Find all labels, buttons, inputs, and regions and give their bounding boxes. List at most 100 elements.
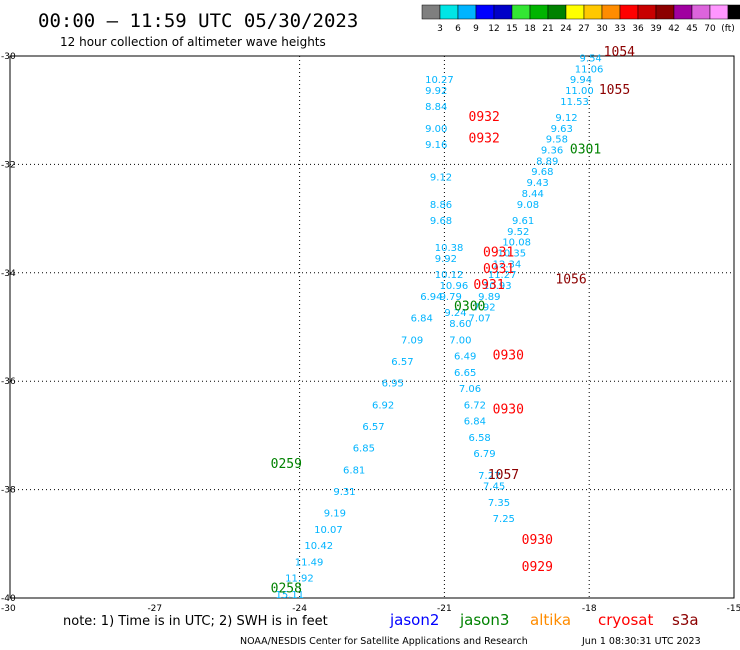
wave-height-point: 15.11 — [275, 590, 304, 601]
pass-time-label: 0258 — [271, 582, 302, 597]
pass-time-label: 0930 — [493, 349, 524, 364]
y-axis: -30 -32 -34 -36 -38 -40 — [1, 52, 16, 604]
wave-height-point: 7.45 — [483, 482, 505, 493]
x-tick-label: -15 — [727, 604, 740, 614]
wave-height-point: 7.06 — [459, 384, 481, 395]
legend-item-jason2: jason2 — [389, 611, 439, 629]
wave-height-point: 7.35 — [488, 498, 510, 509]
pass-time-label: 0929 — [522, 560, 553, 575]
x-tick-label: -18 — [582, 604, 597, 614]
x-left-label: -30 — [1, 604, 16, 614]
pass-time-label: 0932 — [469, 132, 500, 147]
pass-time-label: 0931 — [483, 262, 514, 277]
colorbar-swatch — [565, 4, 585, 20]
wave-height-point: 9.36 — [541, 146, 563, 157]
legend-item-altika: altika — [530, 611, 571, 629]
colorbar-swatch — [637, 4, 657, 20]
x-tick-label: -24 — [292, 604, 307, 614]
y-tick-label: -32 — [1, 160, 16, 170]
wave-height-point: 9.16 — [425, 140, 447, 151]
colorbar-label: 70 — [704, 24, 716, 34]
x-axis: -27 -24 -21 -18 -15 -30 — [1, 604, 740, 614]
x-tick-label: -27 — [147, 604, 162, 614]
wave-height-point: 6.92 — [372, 400, 394, 411]
wave-height-point: 8.60 — [449, 319, 471, 330]
wave-height-point: 9.92 — [425, 86, 447, 97]
wave-height-point: 10.42 — [304, 541, 333, 552]
colorbar-label: 30 — [596, 24, 608, 34]
wave-height-point: 6.79 — [473, 449, 495, 460]
y-tick-label: -38 — [1, 486, 16, 496]
wave-height-point: 8.84 — [425, 102, 447, 113]
wave-height-point: 6.72 — [464, 400, 486, 411]
pass-time-label: 1054 — [604, 45, 635, 60]
wave-height-point: 10.08 — [502, 238, 531, 249]
wave-height-point: 9.54 — [580, 53, 602, 64]
footer-timestamp: Jun 1 08:30:31 UTC 2023 — [581, 636, 701, 647]
wave-height-point: 10.07 — [314, 525, 343, 536]
pass-time-label: 1057 — [488, 468, 519, 483]
wave-height-point: 10.93 — [483, 281, 512, 292]
wave-height-point: 8.44 — [522, 189, 544, 200]
colorbar-label: 15 — [506, 24, 517, 34]
wave-height-point: 10.12 — [435, 270, 464, 281]
wave-height-point: 11.27 — [488, 270, 517, 281]
colorbar-label: 12 — [488, 24, 499, 34]
colorbar-label: 6 — [455, 24, 461, 34]
wave-height-point: 6.84 — [411, 314, 433, 325]
footer-credit: NOAA/NESDIS Center for Satellite Applica… — [240, 636, 528, 647]
legend-item-jason3: jason3 — [459, 611, 509, 629]
wave-height-point: 8.86 — [430, 200, 452, 211]
pass-time-label: 0931 — [473, 278, 504, 293]
wave-height-point: 9.12 — [430, 173, 452, 184]
plot-frame — [9, 55, 735, 599]
wave-height-point: 10.27 — [425, 75, 454, 86]
colorbar-label: 24 — [560, 24, 572, 34]
colorbar: 3 6 9 12 15 18 21 24 27 30 33 36 39 42 45 70 (ft) — [421, 4, 740, 34]
pass-time-label: 0931 — [483, 246, 514, 261]
wave-height-point: 9.68 — [531, 167, 553, 178]
wave-height-point: 9.61 — [512, 216, 534, 227]
x-tick-label: -21 — [437, 604, 452, 614]
colorbar-swatch — [583, 4, 603, 20]
wave-height-point: 9.00 — [425, 124, 447, 135]
colorbar-label: (ft) — [721, 24, 735, 34]
pass-time-label: 0300 — [454, 300, 485, 315]
colorbar-label: 45 — [686, 24, 697, 34]
wave-height-point: 6.81 — [343, 465, 365, 476]
y-tick-label: -30 — [1, 52, 16, 62]
colorbar-swatch — [457, 4, 477, 20]
wave-height-point: 7.27 — [478, 471, 500, 482]
wave-height-point: 6.58 — [469, 433, 491, 444]
legend-item-cryosat: cryosat — [598, 611, 653, 629]
legend: jason2 jason3 altika cryosat s3a — [389, 611, 699, 629]
chart-subtitle: 12 hour collection of altimeter wave hei… — [60, 35, 326, 49]
wave-height-point: 11.00 — [565, 86, 594, 97]
colorbar-swatch — [493, 4, 513, 20]
wave-height-point: 7.25 — [493, 514, 515, 525]
y-tick-label: -40 — [1, 594, 16, 604]
wave-height-point: 7.92 — [473, 303, 495, 314]
colorbar-swatch — [619, 4, 639, 20]
colorbar-label: 33 — [614, 24, 625, 34]
colorbar-label: 42 — [668, 24, 679, 34]
grid — [10, 56, 734, 598]
y-tick-label: -36 — [1, 377, 16, 387]
colorbar-label: 9 — [473, 24, 479, 34]
colorbar-label: 3 — [437, 24, 443, 34]
wave-height-point: 8.89 — [536, 156, 558, 167]
wave-height-point: 6.84 — [464, 417, 486, 428]
colorbar-swatch — [529, 4, 549, 20]
colorbar-label: 36 — [632, 24, 644, 34]
colorbar-label: 27 — [578, 24, 589, 34]
y-tick-label: -34 — [1, 269, 16, 279]
colorbar-label: 39 — [650, 24, 662, 34]
colorbar-swatch — [547, 4, 567, 20]
wave-height-point: 9.19 — [324, 509, 346, 520]
pass-time-label: 0301 — [570, 143, 601, 158]
wave-height-point: 10.96 — [440, 281, 469, 292]
wave-height-point: 9.08 — [517, 200, 539, 211]
wave-height-point: 6.65 — [454, 368, 476, 379]
wave-height-point: 9.68 — [430, 216, 452, 227]
